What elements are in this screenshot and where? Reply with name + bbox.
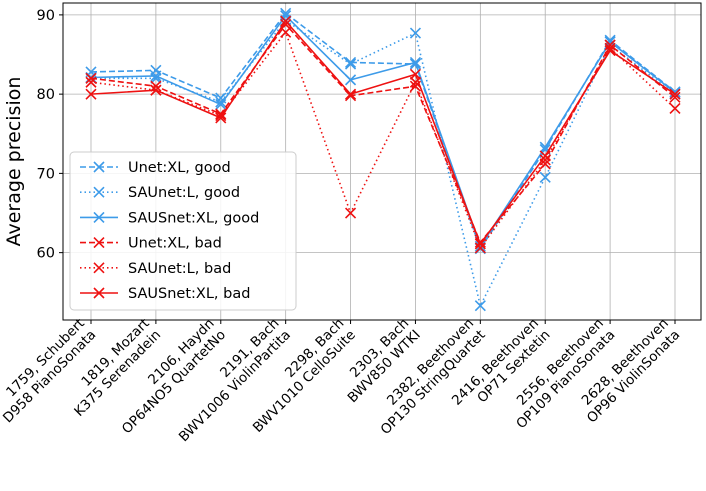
data-point-marker — [344, 56, 357, 69]
legend-item: SAUSnet:XL, bad — [80, 286, 250, 302]
legend-label: SAUSnet:XL, good — [128, 210, 259, 226]
data-point-marker — [280, 26, 292, 38]
series-sausnet-xl-bad — [85, 15, 681, 250]
y-tick-label: 80 — [37, 87, 55, 103]
legend-box — [69, 151, 297, 311]
data-point-marker — [474, 240, 486, 252]
legend-item: Unet:XL, bad — [80, 236, 222, 252]
data-point-marker — [474, 300, 486, 312]
data-point-marker — [604, 44, 616, 57]
data-point-marker — [344, 58, 357, 70]
legend-label: SAUnet:L, bad — [128, 261, 231, 277]
series-layer — [85, 7, 681, 312]
legend-item: SAUnet:L, bad — [80, 261, 231, 277]
data-point-marker — [85, 72, 97, 84]
plot-frame — [62, 2, 702, 321]
y-tick-label: 90 — [37, 8, 55, 24]
legend-marker — [93, 262, 105, 274]
data-point-marker — [474, 242, 486, 254]
data-point-marker — [280, 15, 292, 27]
data-point-marker — [215, 98, 227, 111]
data-point-marker — [344, 207, 357, 219]
y-tick-label: 70 — [37, 166, 55, 182]
legend-label: Unet:XL, good — [128, 160, 231, 176]
legend-item: SAUSnet:XL, good — [80, 210, 259, 226]
legend: Unet:XL, good SAUnet:L, good SAUSnet:XL, g… — [69, 151, 297, 311]
data-point-marker — [539, 150, 551, 162]
legend-label: SAUSnet:XL, bad — [128, 286, 250, 302]
legend-marker — [93, 161, 105, 173]
data-point-marker — [669, 88, 681, 100]
legend-item: SAUnet:L, good — [80, 185, 240, 201]
data-point-marker — [669, 102, 681, 114]
data-point-marker — [409, 56, 422, 69]
data-point-marker — [539, 171, 551, 183]
data-point-marker — [409, 76, 422, 88]
y-tick-label: 60 — [37, 246, 55, 262]
data-point-marker — [150, 80, 162, 92]
data-point-marker — [539, 154, 551, 166]
data-point-marker — [474, 238, 486, 250]
data-point-marker — [215, 112, 227, 124]
series-line — [90, 14, 676, 249]
data-point-marker — [604, 42, 616, 54]
legend-marker — [93, 186, 105, 198]
data-point-marker — [409, 27, 422, 39]
data-point-marker — [669, 91, 681, 103]
data-point-marker — [409, 68, 422, 80]
data-point-marker — [150, 84, 162, 96]
data-point-marker — [280, 18, 292, 30]
data-point-marker — [85, 76, 97, 88]
data-point-marker — [669, 86, 681, 99]
data-point-marker — [150, 72, 162, 84]
legend-marker — [93, 287, 105, 299]
y-axis-label: Average precision — [3, 77, 25, 247]
legend-marker — [93, 211, 105, 223]
data-point-marker — [344, 88, 357, 100]
data-point-marker — [85, 88, 97, 100]
data-point-marker — [150, 70, 162, 82]
series-line — [90, 30, 676, 250]
y-axis: 60 70 80 90 — [37, 8, 63, 262]
legend-item: Unet:XL, good — [80, 160, 231, 176]
data-point-marker — [344, 74, 357, 86]
legend-marker — [93, 237, 105, 249]
legend-label: Unet:XL, bad — [128, 236, 222, 252]
series-line — [90, 19, 676, 246]
legend-label: SAUnet:L, good — [128, 185, 240, 201]
series-sausnet-xl-good — [85, 10, 681, 252]
